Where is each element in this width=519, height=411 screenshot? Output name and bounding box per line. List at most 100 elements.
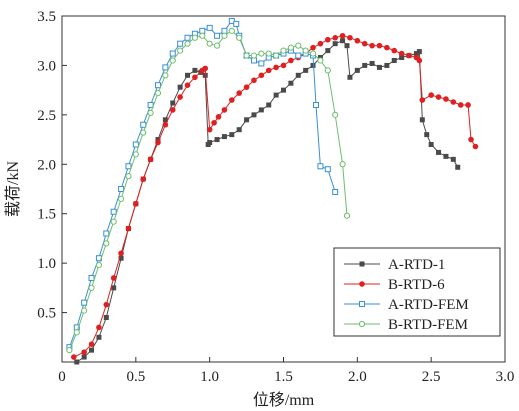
data-point: [384, 62, 390, 68]
y-tick-label: 1.5: [37, 207, 56, 223]
legend-entry: A-RTD-FEM: [344, 297, 469, 313]
data-point: [236, 127, 242, 133]
legend-label: B-RTD-6: [388, 277, 445, 293]
data-point: [215, 114, 222, 120]
data-point: [280, 47, 287, 54]
data-point: [258, 107, 264, 113]
data-point: [354, 37, 361, 44]
data-point: [369, 60, 375, 66]
data-point: [169, 107, 176, 113]
data-point: [202, 65, 209, 72]
data-point: [303, 67, 309, 73]
data-point: [332, 188, 339, 195]
data-point: [88, 284, 95, 291]
x-tick-label: 1.0: [200, 369, 219, 385]
data-point: [81, 307, 88, 314]
data-point: [118, 255, 124, 261]
data-point: [103, 301, 110, 308]
data-point: [419, 117, 425, 123]
data-point: [206, 126, 213, 133]
data-point: [169, 57, 176, 64]
data-point: [339, 161, 346, 168]
data-point: [309, 50, 317, 57]
data-point: [317, 40, 324, 47]
data-point: [340, 38, 346, 44]
data-point: [287, 44, 294, 51]
axis-ticks: 0 0.5 1.0 1.5 2.0 2.5 3.0 0.5 1.0 1.5 2.0 2.5 3.0 3.5: [37, 9, 514, 385]
data-point: [214, 32, 221, 39]
data-point: [140, 129, 147, 136]
data-point: [398, 50, 405, 57]
data-point: [96, 334, 102, 340]
data-point: [416, 57, 423, 64]
x-tick-label: 2.0: [348, 369, 367, 385]
data-point: [428, 92, 434, 98]
data-point: [140, 121, 147, 128]
data-point: [344, 43, 350, 49]
data-point: [95, 262, 103, 269]
data-point: [288, 57, 294, 64]
data-point: [288, 80, 294, 86]
data-point: [177, 84, 183, 90]
data-point: [206, 40, 213, 47]
data-point: [154, 82, 161, 89]
data-point: [273, 64, 279, 71]
data-point: [110, 208, 117, 215]
data-point: [376, 64, 382, 70]
data-point: [147, 109, 154, 116]
y-axis-label: 载荷/kN: [4, 161, 22, 217]
data-point: [347, 34, 353, 41]
data-point: [468, 136, 474, 143]
data-point: [465, 102, 471, 108]
data-point: [133, 201, 139, 207]
data-point: [251, 112, 257, 118]
data-point: [71, 354, 77, 360]
data-point: [369, 42, 375, 49]
data-point: [424, 132, 430, 138]
data-point: [154, 90, 162, 97]
data-point: [118, 250, 124, 257]
data-point: [457, 102, 464, 108]
data-point: [81, 349, 87, 355]
data-point: [310, 62, 316, 68]
data-point: [266, 102, 272, 108]
data-point: [273, 52, 280, 59]
data-point: [317, 163, 324, 170]
data-point: [184, 34, 191, 41]
data-point: [436, 149, 442, 155]
x-axis-label: 位移/mm: [253, 391, 315, 409]
data-point: [221, 107, 228, 113]
series-b-rtd-6: [71, 32, 479, 360]
data-point: [192, 74, 198, 81]
data-point: [73, 329, 80, 336]
data-point: [147, 156, 154, 163]
data-point: [89, 347, 95, 353]
data-point: [280, 62, 287, 69]
data-point: [199, 27, 206, 34]
data-point: [66, 347, 73, 354]
y-tick-label: 3.0: [37, 58, 56, 74]
data-point: [191, 34, 198, 41]
data-point: [281, 87, 286, 93]
data-point: [162, 72, 169, 79]
data-point: [206, 24, 213, 31]
data-point: [339, 32, 346, 39]
x-tick-label: 2.5: [422, 369, 441, 385]
data-point: [324, 67, 331, 74]
data-point: [118, 186, 125, 192]
data-point: [213, 42, 221, 49]
data-point: [435, 94, 442, 100]
data-point: [155, 137, 161, 143]
data-point: [132, 151, 139, 158]
data-point: [243, 84, 250, 90]
data-point: [362, 62, 368, 68]
data-point: [472, 143, 479, 150]
x-tick-label: 0: [58, 369, 66, 385]
data-point: [332, 41, 338, 47]
data-point: [450, 99, 457, 105]
x-tick-label: 0.5: [126, 369, 145, 385]
data-point: [347, 74, 353, 80]
data-point: [117, 195, 125, 202]
data-point: [243, 52, 250, 59]
data-point: [324, 166, 331, 173]
